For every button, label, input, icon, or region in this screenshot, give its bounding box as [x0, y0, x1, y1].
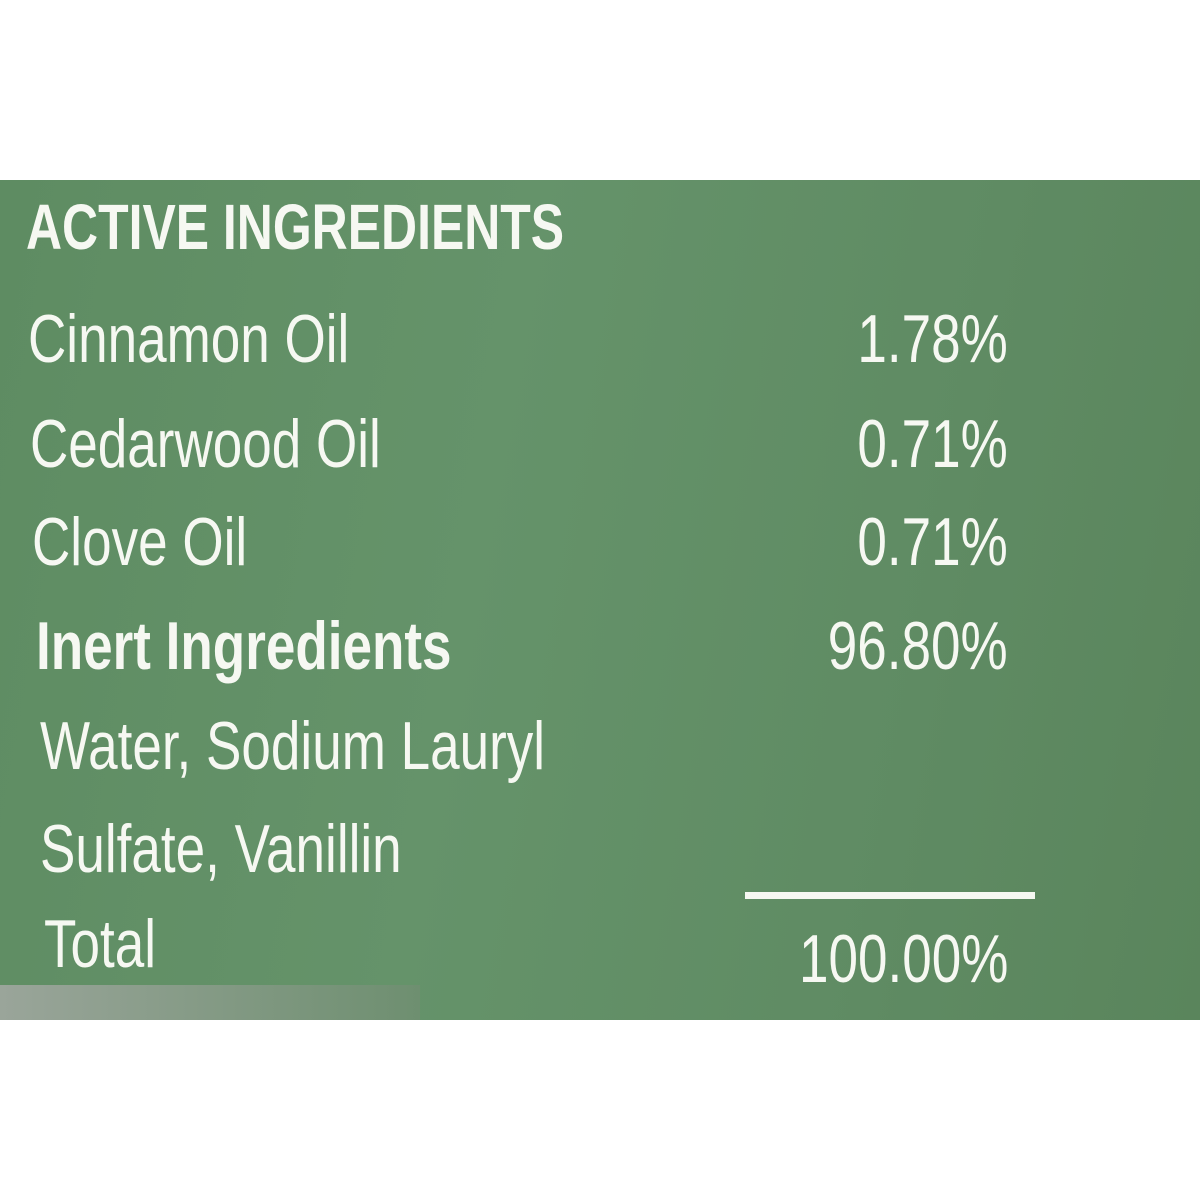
- inert-list-line-1: Water, Sodium Lauryl: [40, 708, 546, 784]
- inert-list-line-2: Sulfate, Vanillin: [40, 811, 402, 887]
- total-name: Total: [44, 906, 157, 982]
- inert-ingredients-name: Inert Ingredients: [36, 608, 452, 684]
- ingredient-value-cinnamon: 1.78%: [857, 301, 1008, 377]
- ingredient-value-clove: 0.71%: [857, 504, 1008, 580]
- inert-ingredients-value: 96.80%: [828, 608, 1008, 684]
- ingredient-name-cedarwood: Cedarwood Oil: [30, 406, 381, 482]
- total-rule: [745, 892, 1035, 899]
- ingredient-value-cedarwood: 0.71%: [857, 406, 1008, 482]
- ingredient-name-cinnamon: Cinnamon Oil: [28, 301, 350, 377]
- label-edge-shadow: [0, 985, 420, 1020]
- green-label: [0, 180, 1200, 1020]
- total-value: 100.00%: [798, 921, 1008, 997]
- heading-active-ingredients: ACTIVE INGREDIENTS: [26, 191, 565, 263]
- ingredient-name-clove: Clove Oil: [32, 504, 248, 580]
